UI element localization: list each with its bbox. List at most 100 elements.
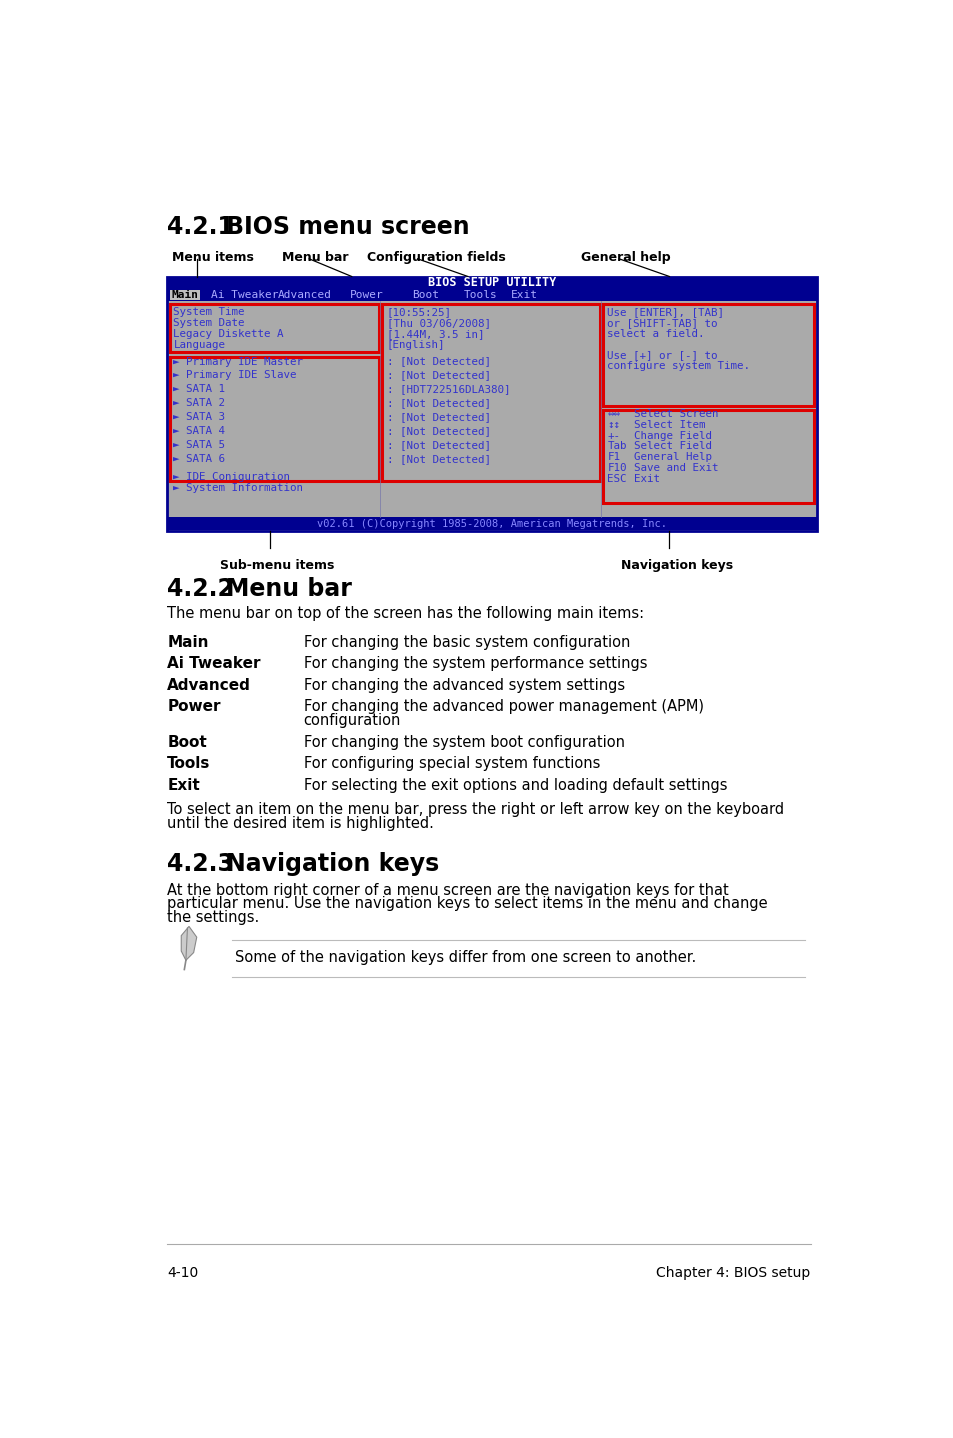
Text: 4.2.1: 4.2.1 [167, 214, 233, 239]
Text: Exit: Exit [510, 290, 537, 301]
Text: : [Not Detected]: : [Not Detected] [386, 413, 490, 421]
Text: Main: Main [167, 634, 209, 650]
Text: : [Not Detected]: : [Not Detected] [386, 371, 490, 381]
Text: F10: F10 [607, 463, 626, 473]
Text: General Help: General Help [633, 452, 711, 462]
Text: ⇔⇔: ⇔⇔ [607, 408, 619, 418]
Text: ► SATA 4: ► SATA 4 [173, 426, 225, 436]
Text: : [HDT722516DLA380]: : [HDT722516DLA380] [386, 384, 510, 394]
Bar [381, 305, 599, 482]
Text: : [Not Detected]: : [Not Detected] [386, 426, 490, 436]
Text: Configuration fields: Configuration fields [367, 252, 505, 265]
Text: Menu bar: Menu bar [282, 252, 348, 265]
Bar [167, 516, 816, 529]
Text: General help: General help [580, 252, 670, 265]
Text: For changing the system boot configuration: For changing the system boot configurati… [303, 735, 624, 749]
Bar [170, 357, 378, 482]
Text: : [Not Detected]: : [Not Detected] [386, 453, 490, 463]
Text: particular menu. Use the navigation keys to select items in the menu and change: particular menu. Use the navigation keys… [167, 896, 767, 912]
Text: Boot: Boot [412, 290, 438, 301]
Text: For changing the advanced power management (APM): For changing the advanced power manageme… [303, 699, 703, 715]
Text: ► Primary IDE Slave: ► Primary IDE Slave [173, 371, 296, 381]
Bar [167, 289, 816, 301]
Bar [171, 289, 199, 301]
Text: configure system Time.: configure system Time. [607, 361, 750, 371]
Bar [167, 276, 816, 289]
Text: Ai Tweaker: Ai Tweaker [167, 656, 260, 672]
Text: For selecting the exit options and loading default settings: For selecting the exit options and loadi… [303, 778, 726, 792]
Text: F1: F1 [607, 452, 619, 462]
Text: For changing the system performance settings: For changing the system performance sett… [303, 656, 646, 672]
Text: ESC: ESC [607, 473, 626, 483]
Text: 4.2.3: 4.2.3 [167, 851, 234, 876]
Text: Use [ENTER], [TAB]: Use [ENTER], [TAB] [607, 308, 723, 318]
Text: : [Not Detected]: : [Not Detected] [386, 357, 490, 367]
Text: Menu items: Menu items [172, 252, 253, 265]
Polygon shape [181, 926, 196, 961]
Bar [602, 305, 814, 406]
Text: Legacy Diskette A: Legacy Diskette A [173, 329, 284, 339]
Text: Advanced: Advanced [278, 290, 332, 301]
Bar [170, 305, 378, 352]
Bar [602, 410, 814, 503]
Text: Some of the navigation keys differ from one screen to another.: Some of the navigation keys differ from … [235, 951, 696, 965]
Text: Select Field: Select Field [633, 441, 711, 452]
Text: Exit: Exit [633, 473, 659, 483]
Text: 4.2.2: 4.2.2 [167, 577, 233, 601]
Text: : [Not Detected]: : [Not Detected] [386, 398, 490, 408]
Bar [167, 276, 816, 531]
Text: Select Item: Select Item [633, 420, 704, 430]
Text: Power: Power [350, 290, 383, 301]
Text: Language: Language [173, 339, 225, 349]
Text: For changing the basic system configuration: For changing the basic system configurat… [303, 634, 629, 650]
Text: ► SATA 1: ► SATA 1 [173, 384, 225, 394]
Text: Power: Power [167, 699, 220, 715]
Text: ► SATA 6: ► SATA 6 [173, 453, 225, 463]
Text: Navigation keys: Navigation keys [226, 851, 439, 876]
Text: select a field.: select a field. [607, 329, 704, 339]
Text: until the desired item is highlighted.: until the desired item is highlighted. [167, 817, 434, 831]
Text: Tab: Tab [607, 441, 626, 452]
Text: Navigation keys: Navigation keys [620, 559, 733, 572]
Text: For configuring special system functions: For configuring special system functions [303, 756, 599, 771]
Text: Chapter 4: BIOS setup: Chapter 4: BIOS setup [656, 1265, 810, 1280]
Text: ► SATA 3: ► SATA 3 [173, 413, 225, 421]
Text: [1.44M, 3.5 in]: [1.44M, 3.5 in] [386, 329, 483, 339]
Text: System Time: System Time [173, 308, 245, 318]
Text: [English]: [English] [386, 339, 445, 349]
Text: ► SATA 5: ► SATA 5 [173, 440, 225, 450]
Text: ► System Information: ► System Information [173, 483, 303, 493]
Text: 4-10: 4-10 [167, 1265, 198, 1280]
Text: Exit: Exit [167, 778, 200, 792]
Text: BIOS SETUP UTILITY: BIOS SETUP UTILITY [428, 276, 556, 289]
Text: ► IDE Coniguration: ► IDE Coniguration [173, 472, 291, 482]
Text: v02.61 (C)Copyright 1985-2008, American Megatrends, Inc.: v02.61 (C)Copyright 1985-2008, American … [316, 519, 666, 529]
Text: ► Primary IDE Master: ► Primary IDE Master [173, 357, 303, 367]
Text: Menu bar: Menu bar [226, 577, 352, 601]
Text: Sub-menu items: Sub-menu items [220, 559, 334, 572]
Text: Tools: Tools [167, 756, 211, 771]
Text: : [Not Detected]: : [Not Detected] [386, 440, 490, 450]
Text: Change Field: Change Field [633, 430, 711, 440]
Text: Main: Main [172, 290, 199, 301]
Text: The menu bar on top of the screen has the following main items:: The menu bar on top of the screen has th… [167, 605, 643, 621]
Text: To select an item on the menu bar, press the right or left arrow key on the keyb: To select an item on the menu bar, press… [167, 802, 783, 817]
Text: Use [+] or [-] to: Use [+] or [-] to [607, 351, 718, 361]
Text: or [SHIFT-TAB] to: or [SHIFT-TAB] to [607, 318, 718, 328]
Text: the settings.: the settings. [167, 910, 259, 925]
Text: Advanced: Advanced [167, 677, 251, 693]
Text: ↕↕: ↕↕ [607, 420, 619, 430]
Text: Select Screen: Select Screen [633, 408, 718, 418]
Text: BIOS menu screen: BIOS menu screen [226, 214, 469, 239]
Text: For changing the advanced system settings: For changing the advanced system setting… [303, 677, 624, 693]
Text: System Date: System Date [173, 318, 245, 328]
Text: [Thu 03/06/2008]: [Thu 03/06/2008] [386, 318, 490, 328]
Text: +-: +- [607, 430, 619, 440]
Text: [10:55:25]: [10:55:25] [386, 308, 451, 318]
Text: Boot: Boot [167, 735, 207, 749]
Text: Ai Tweaker: Ai Tweaker [211, 290, 278, 301]
Text: ► SATA 2: ► SATA 2 [173, 398, 225, 408]
Text: Tools: Tools [464, 290, 497, 301]
Text: Save and Exit: Save and Exit [633, 463, 718, 473]
Text: configuration: configuration [303, 713, 400, 728]
